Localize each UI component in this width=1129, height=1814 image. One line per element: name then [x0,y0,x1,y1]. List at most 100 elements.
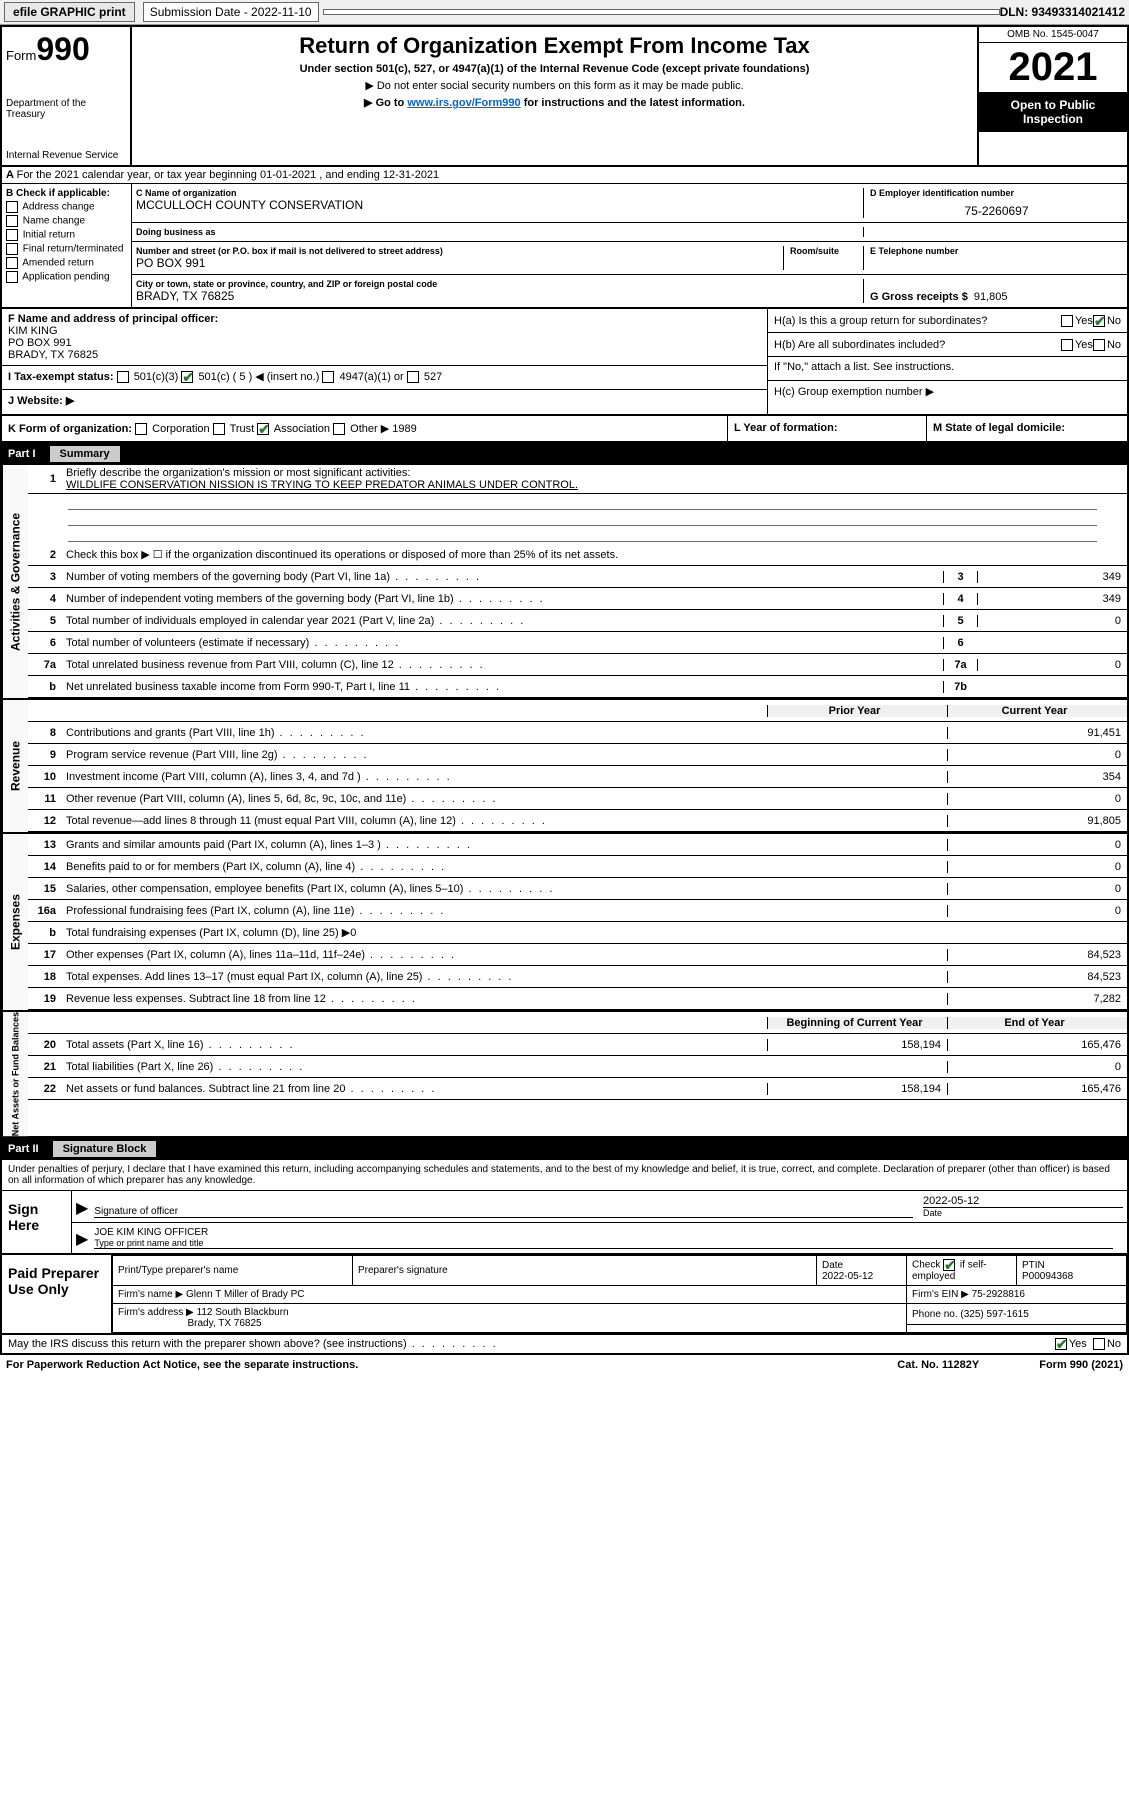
city-value: BRADY, TX 76825 [136,289,863,303]
expenses-section: Expenses 13Grants and similar amounts pa… [0,834,1129,1012]
state-domicile-label: M State of legal domicile: [927,416,1127,441]
summary-row: 13Grants and similar amounts paid (Part … [28,834,1127,856]
form-subtitle-2: ▶ Do not enter social security numbers o… [142,79,967,92]
vert-revenue: Revenue [2,700,28,832]
cb-501c3[interactable] [117,371,129,383]
cb-ha-yes[interactable] [1061,315,1073,327]
summary-row: 21Total liabilities (Part X, line 26)0 [28,1056,1127,1078]
block-fijk: F Name and address of principal officer:… [0,309,1129,416]
block-k: K Form of organization: Corporation Trus… [0,416,1129,443]
mission-text: WILDLIFE CONSERVATION NISSION IS TRYING … [66,479,578,491]
summary-row: 19Revenue less expenses. Subtract line 1… [28,988,1127,1010]
cb-501c[interactable] [181,371,193,383]
officer-name: KIM KING [8,325,761,337]
cb-4947[interactable] [322,371,334,383]
summary-row: 6Total number of volunteers (estimate if… [28,632,1127,654]
gross-label: G Gross receipts $ [870,291,968,303]
ein-label: D Employer identification number [870,188,1123,198]
dln-label: DLN: 93493314021412 [1000,5,1125,19]
signature-arrow-icon-2: ▶ [76,1229,88,1249]
website-label: J Website: ▶ [8,395,74,407]
ein-value: 75-2260697 [870,204,1123,218]
revenue-section: Revenue Prior Year Current Year 8Contrib… [0,700,1129,834]
signature-officer-field[interactable]: Signature of officer [94,1206,913,1218]
cb-name-change[interactable] [6,215,18,227]
vert-governance: Activities & Governance [2,465,28,698]
phone-label: E Telephone number [870,246,1123,256]
form-subtitle-3: ▶ Go to www.irs.gov/Form990 for instruct… [142,96,967,109]
net-assets-section: Net Assets or Fund Balances Beginning of… [0,1012,1129,1138]
toolbar-spacer [323,9,1000,15]
hc-label: H(c) Group exemption number ▶ [768,381,1127,405]
cb-hb-no[interactable] [1093,339,1105,351]
cb-ha-no[interactable] [1093,315,1105,327]
hb-label: H(b) Are all subordinates included? [774,339,1061,351]
mission-label: Briefly describe the organization's miss… [66,467,410,479]
cb-discuss-no[interactable] [1093,1338,1105,1350]
paid-preparer-label: Paid Preparer Use Only [2,1255,112,1333]
summary-row: 22Net assets or fund balances. Subtract … [28,1078,1127,1100]
beginning-year-header: Beginning of Current Year [767,1017,947,1029]
efile-print-button[interactable]: efile GRAPHIC print [4,2,135,22]
year-formation-label: L Year of formation: [727,416,927,441]
cb-corp[interactable] [135,423,147,435]
summary-row: 2Check this box ▶ ☐ if the organization … [28,544,1127,566]
preparer-table: Print/Type preparer's name Preparer's si… [112,1255,1127,1333]
tax-year: 2021 [979,43,1127,92]
cb-527[interactable] [407,371,419,383]
signature-block: Under penalties of perjury, I declare th… [0,1160,1129,1255]
footer-line: For Paperwork Reduction Act Notice, see … [0,1355,1129,1375]
summary-row: bNet unrelated business taxable income f… [28,676,1127,698]
dba-label: Doing business as [136,227,863,237]
summary-row: 8Contributions and grants (Part VIII, li… [28,722,1127,744]
summary-row: 15Salaries, other compensation, employee… [28,878,1127,900]
signature-arrow-icon: ▶ [76,1198,88,1218]
governance-section: Activities & Governance 1 Briefly descri… [0,465,1129,700]
cb-application-pending[interactable] [6,271,18,283]
summary-row: bTotal fundraising expenses (Part IX, co… [28,922,1127,944]
top-toolbar: efile GRAPHIC print Submission Date - 20… [0,0,1129,25]
form-title: Return of Organization Exempt From Incom… [142,33,967,59]
open-public-badge: Open to Public Inspection [979,92,1127,132]
summary-row: 9Program service revenue (Part VIII, lin… [28,744,1127,766]
cb-self-employed[interactable] [943,1259,955,1271]
addr-label: Number and street (or P.O. box if mail i… [136,246,783,256]
cb-initial-return[interactable] [6,229,18,241]
part2-header: Part II Signature Block [0,1138,1129,1160]
penalty-text: Under penalties of perjury, I declare th… [2,1160,1127,1191]
cb-final-return[interactable] [6,243,18,255]
summary-row: 20Total assets (Part X, line 16)158,1941… [28,1034,1127,1056]
cb-assoc[interactable] [257,423,269,435]
cb-discuss-yes[interactable] [1055,1338,1067,1350]
cb-hb-yes[interactable] [1061,339,1073,351]
summary-row: 17Other expenses (Part IX, column (A), l… [28,944,1127,966]
part1-header: Part I Summary [0,443,1129,465]
cb-amended[interactable] [6,257,18,269]
form-number: Form990 [6,31,126,68]
officer-addr2: BRADY, TX 76825 [8,349,761,361]
preparer-block: Paid Preparer Use Only Print/Type prepar… [0,1255,1129,1335]
vert-net-assets: Net Assets or Fund Balances [2,1012,28,1136]
city-label: City or town, state or province, country… [136,279,863,289]
irs-label: Internal Revenue Service [6,150,126,161]
cb-other[interactable] [333,423,345,435]
cb-trust[interactable] [213,423,225,435]
cb-address-change[interactable] [6,201,18,213]
submission-date: Submission Date - 2022-11-10 [143,2,319,22]
end-year-header: End of Year [947,1017,1127,1029]
block-bc: B Check if applicable: Address change Na… [0,184,1129,309]
form-header: Form990 Department of the Treasury Inter… [0,25,1129,167]
irs-discuss-row: May the IRS discuss this return with the… [0,1335,1129,1355]
addr-value: PO BOX 991 [136,256,783,270]
summary-row: 7aTotal unrelated business revenue from … [28,654,1127,676]
summary-row: 14Benefits paid to or for members (Part … [28,856,1127,878]
treasury-dept: Department of the Treasury [6,98,126,120]
hb-note: If "No," attach a list. See instructions… [768,357,1127,381]
vert-expenses: Expenses [2,834,28,1010]
current-year-header: Current Year [947,705,1127,717]
summary-row: 12Total revenue—add lines 8 through 11 (… [28,810,1127,832]
gross-value: 91,805 [974,291,1008,303]
officer-label: F Name and address of principal officer: [8,313,761,325]
irs-link[interactable]: www.irs.gov/Form990 [407,97,520,109]
form-subtitle-1: Under section 501(c), 527, or 4947(a)(1)… [142,63,967,75]
